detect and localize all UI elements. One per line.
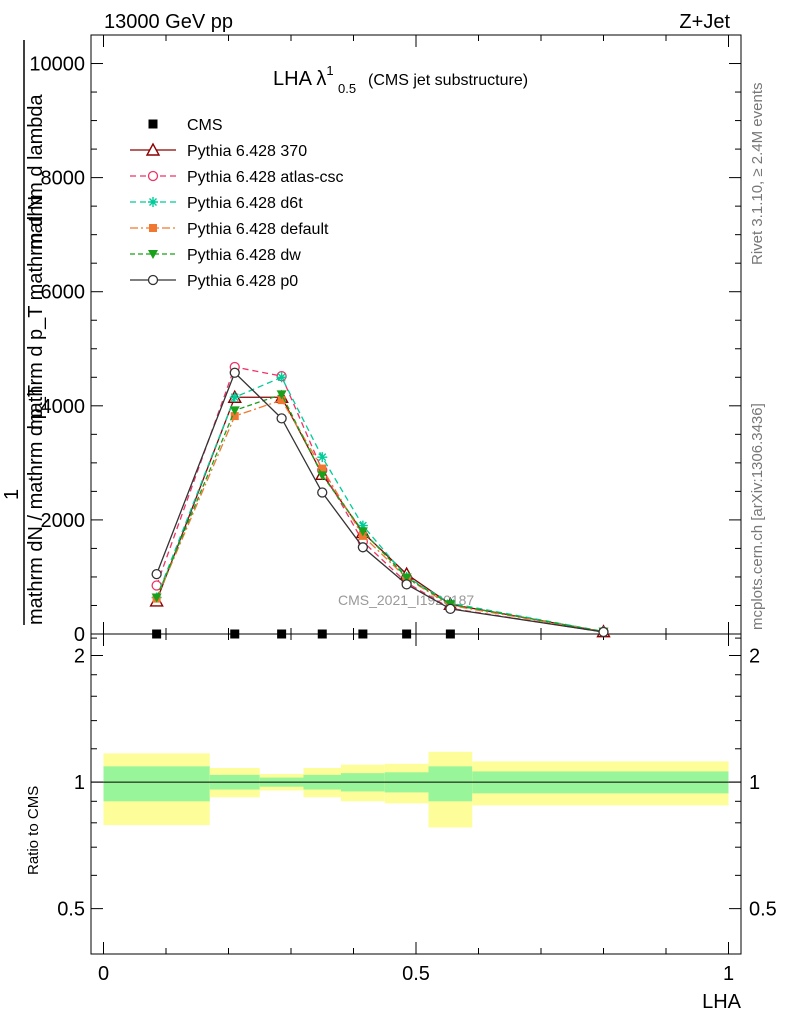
ratio-bands [103, 751, 729, 828]
ylabel-line-3: 1 [1, 489, 23, 500]
ratio-xtick-label: 0.5 [402, 963, 430, 985]
legend-label: Pythia 6.428 p0 [187, 273, 298, 290]
main-ytick-label: 6000 [41, 282, 86, 304]
ylabel-line-1: mathrm d lambda [25, 94, 47, 250]
ylabel-line-4: mathrm dN / mathrm d p_T [25, 385, 47, 625]
ratio-ytick-label-right: 2 [749, 646, 760, 668]
legend-marker [145, 142, 161, 156]
ratio-inner-band [428, 766, 473, 802]
series-point [229, 406, 240, 416]
series-point [276, 413, 287, 424]
cms-data-point [358, 629, 368, 639]
series-point [317, 452, 328, 463]
series-point [318, 464, 327, 473]
legend-label: Pythia 6.428 d6t [187, 195, 303, 212]
cms-data-point [317, 629, 327, 639]
series-point [445, 603, 456, 615]
series-point [357, 527, 368, 537]
cms-data-point [445, 629, 455, 639]
series-point [276, 372, 287, 383]
x-axis-label: LHA [702, 991, 742, 1013]
series-point [229, 392, 240, 403]
energy-label: 13000 GeV pp [104, 11, 233, 33]
series-point [401, 579, 412, 590]
main-ytick-label: 8000 [41, 168, 86, 190]
series-point [401, 573, 412, 583]
rivet-label: Rivet 3.1.10, ≥ 2.4M events [749, 83, 766, 266]
series-point [151, 568, 162, 580]
series-pythia-6-428-dw [151, 390, 609, 637]
series-pythia-6-428-p0 [151, 367, 609, 638]
title-suffix: (CMS jet substructure) [368, 72, 528, 89]
ratio-axis-ticks: 0.5 0.5 1 1 2 2 0 0.5 1 [57, 634, 777, 985]
legend-label: Pythia 6.428 default [187, 221, 329, 238]
legend-label: Pythia 6.428 370 [187, 143, 307, 160]
series-layer [149, 361, 611, 638]
series-line [156, 371, 604, 633]
ratio-ytick-label: 0.5 [57, 899, 85, 921]
title-main: LHA λ [273, 68, 326, 90]
legend-item: Pythia 6.428 default [130, 221, 329, 238]
ratio-inner-band [103, 766, 210, 802]
legend-label: Pythia 6.428 dw [187, 247, 301, 264]
legend-marker [148, 197, 158, 207]
series-line [156, 393, 604, 633]
legend-marker [148, 250, 158, 259]
cms-data-point [152, 629, 162, 639]
cms-data-layer [152, 629, 455, 639]
ratio-xtick-label: 0 [98, 963, 109, 985]
legend-marker [147, 274, 159, 286]
legend-item-cms: CMS [148, 117, 223, 134]
series-point [317, 471, 328, 481]
ratio-ytick-label-right: 1 [749, 772, 760, 794]
ratio-xtick-label: 1 [723, 963, 734, 985]
legend-label: Pythia 6.428 atlas-csc [187, 169, 344, 186]
cms-data-point [277, 629, 287, 639]
legend-marker [149, 224, 157, 232]
series-point [357, 542, 369, 553]
main-axis-ticks: 0 2000 4000 6000 8000 10000 [29, 35, 741, 646]
mcplots-label: mcplots.cern.ch [arXiv:1306.3436] [749, 403, 766, 630]
cms-data-point [230, 629, 240, 639]
title-sup: 1 [326, 63, 333, 78]
legend-item: Pythia 6.428 atlas-csc [130, 169, 344, 186]
series-line [156, 366, 604, 633]
legend-item: Pythia 6.428 p0 [130, 273, 298, 290]
ylabel-line-2: mathrm d p_T mathrm d N [25, 196, 47, 430]
series-point [230, 412, 239, 421]
main-ylabel: mathrm d lambda mathrm d p_T mathrm d N … [1, 40, 47, 625]
main-ytick-label: 4000 [41, 396, 86, 418]
cms-data-point [402, 629, 412, 639]
title-sub: 0.5 [338, 81, 356, 96]
legend-item: Pythia 6.428 370 [130, 142, 307, 160]
process-label: Z+Jet [679, 11, 730, 33]
main-ytick-label: 0 [74, 624, 85, 646]
series-point [276, 390, 287, 400]
series-point [317, 487, 328, 498]
ratio-ytick-label: 1 [74, 772, 85, 794]
svg-text:LHA λ1: LHA λ1 [273, 63, 334, 90]
series-point [151, 593, 162, 603]
legend-item: Pythia 6.428 d6t [130, 195, 303, 212]
plot-title: LHA λ1 0.5 (CMS jet substructure) [273, 63, 528, 96]
legend-marker [148, 119, 158, 129]
series-point [598, 626, 609, 638]
ratio-ytick-label-right: 0.5 [749, 899, 777, 921]
series-point [277, 396, 286, 405]
ratio-ytick-label: 2 [74, 646, 85, 668]
ratio-ylabel: Ratio to CMS [25, 786, 42, 875]
main-ytick-label: 2000 [41, 510, 86, 532]
main-ytick-label: 10000 [29, 54, 85, 76]
series-point [229, 367, 240, 378]
legend: CMS Pythia 6.428 370 Pythia 6.428 atlas-cs… [130, 117, 344, 290]
series-line [156, 376, 604, 633]
legend-marker [147, 170, 159, 182]
legend-label: CMS [187, 117, 223, 134]
series-point [357, 520, 368, 531]
legend-item: Pythia 6.428 dw [130, 247, 301, 264]
